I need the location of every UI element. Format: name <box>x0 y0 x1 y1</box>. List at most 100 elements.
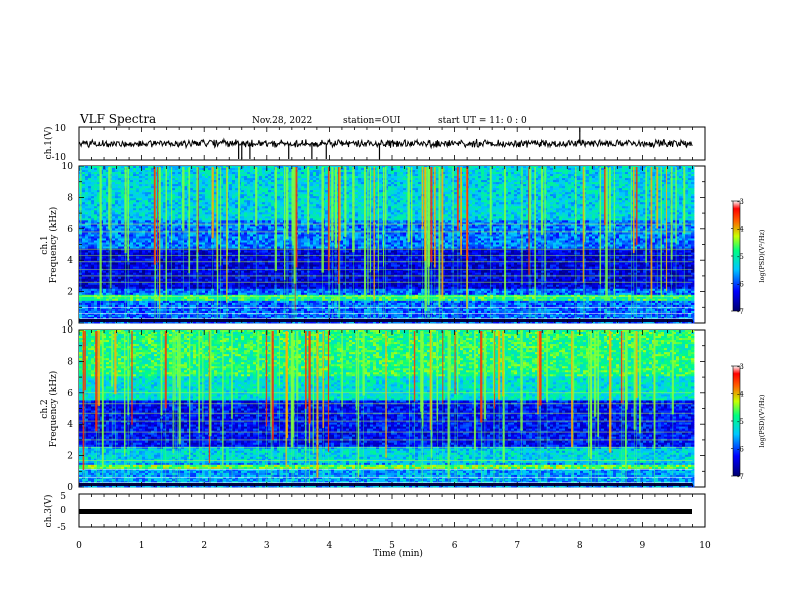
spectrogram-cell <box>229 180 233 183</box>
spectrogram-cell <box>448 170 452 173</box>
spectrogram-cell <box>391 174 395 177</box>
spectrogram-cell <box>163 178 167 181</box>
spectrogram-cell <box>301 188 305 191</box>
spectrogram-cell <box>385 186 389 189</box>
spectrogram-cell <box>361 182 365 185</box>
spectrogram-cell <box>415 168 419 171</box>
spectrogram-cell <box>502 168 506 171</box>
spectrogram-cell <box>490 176 494 179</box>
spectrogram-cell <box>253 170 257 173</box>
spectrogram-cell <box>619 182 623 185</box>
spectrogram-cell <box>121 170 125 173</box>
spectrogram-cell <box>571 166 575 169</box>
spectrogram-cell <box>139 172 143 175</box>
spectrogram-cell <box>568 188 572 191</box>
spectrogram-cell <box>577 168 581 171</box>
spectrogram-cell <box>163 174 167 177</box>
spectrogram-cell <box>361 172 365 175</box>
spectrogram-cell <box>397 178 401 181</box>
spectrogram-cell <box>394 178 398 181</box>
spectrogram-cell <box>313 186 317 189</box>
spectrogram-cell <box>169 178 173 181</box>
spectrogram-cell <box>643 186 647 189</box>
spectrogram-cell <box>289 174 293 177</box>
spectrogram-cell <box>607 172 611 175</box>
spectrogram-cell <box>481 172 485 175</box>
spectrogram-cell <box>223 182 227 185</box>
spectrogram-cell <box>133 184 137 187</box>
spectrogram-cell <box>685 178 689 181</box>
spectrogram-cell <box>493 174 497 177</box>
spectrogram-cell <box>316 172 320 175</box>
spectrogram-cell <box>145 170 149 173</box>
spectrogram-cell <box>223 166 227 169</box>
spectrogram-cell <box>394 184 398 187</box>
spectrogram-cell <box>622 184 626 187</box>
spectrogram-cell <box>523 182 527 185</box>
spectrogram-cell <box>562 170 566 173</box>
spectrogram-cell <box>409 186 413 189</box>
spectrogram-cell <box>442 190 446 193</box>
spectrogram-cell <box>409 180 413 183</box>
spectrogram-cell <box>439 172 443 175</box>
spectrogram-cell <box>259 184 263 187</box>
spectrogram-cell <box>616 172 620 175</box>
spectrogram-cell <box>340 180 344 183</box>
spectrogram-cell <box>262 184 266 187</box>
spectrogram-cell <box>580 184 584 187</box>
spectrogram-cell <box>472 184 476 187</box>
spectrogram-cell <box>679 170 683 173</box>
spectrogram-cell <box>97 176 101 179</box>
spectrogram-cell <box>232 188 236 191</box>
spectrogram-cell <box>205 182 209 185</box>
spectrogram-cell <box>313 182 317 185</box>
spectrogram-cell <box>508 174 512 177</box>
spectrogram-cell <box>439 180 443 183</box>
spectrogram-cell <box>301 182 305 185</box>
spectrogram-cell <box>202 182 206 185</box>
spectrogram-cell <box>172 176 176 179</box>
spectrogram-cell <box>616 186 620 189</box>
spectrogram-cell <box>151 168 155 171</box>
spectrogram-cell <box>103 188 107 191</box>
spectrogram-cell <box>646 168 650 171</box>
spectrogram-cell <box>370 186 374 189</box>
spectrogram-cell <box>673 180 677 183</box>
spectrogram-cell <box>229 184 233 187</box>
spectrogram-cell <box>268 174 272 177</box>
spectrogram-cell <box>526 170 530 173</box>
spectrogram-cell <box>208 182 212 185</box>
spectrogram-cell <box>442 176 446 179</box>
spectrogram-cell <box>121 178 125 181</box>
spectrogram-cell <box>172 168 176 171</box>
spectrogram-cell <box>271 180 275 183</box>
spectrogram-cell <box>358 184 362 187</box>
spectrogram-cell <box>673 166 677 169</box>
spectrogram-cell <box>199 190 203 193</box>
spectrogram-cell <box>667 174 671 177</box>
spectrogram-cell <box>349 178 353 181</box>
spectrogram-cell <box>346 166 350 169</box>
spectrogram-cell <box>673 184 677 187</box>
spectrogram-cell <box>496 186 500 189</box>
spectrogram-cell <box>259 176 263 179</box>
spectrogram-cell <box>391 178 395 181</box>
spectrogram-cell <box>205 186 209 189</box>
spectrogram-cell <box>190 168 194 171</box>
spectrogram-cell <box>265 190 269 193</box>
spectrogram-cell <box>514 166 518 169</box>
spectrogram-cell <box>217 166 221 169</box>
spectrogram-cell <box>562 184 566 187</box>
spectrogram-cell <box>268 172 272 175</box>
spectrogram-cell <box>388 184 392 187</box>
spectrogram-cell <box>133 190 137 193</box>
spectrogram-cell <box>538 176 542 179</box>
spectrogram-cell <box>610 186 614 189</box>
spectrogram-cell <box>409 174 413 177</box>
spectrogram-cell <box>631 184 635 187</box>
spectrogram-cell <box>652 180 656 183</box>
spectrogram-cell <box>394 170 398 173</box>
spectrogram-cell <box>481 178 485 181</box>
spectrogram-cell <box>253 180 257 183</box>
spectrogram-cell <box>691 186 695 189</box>
